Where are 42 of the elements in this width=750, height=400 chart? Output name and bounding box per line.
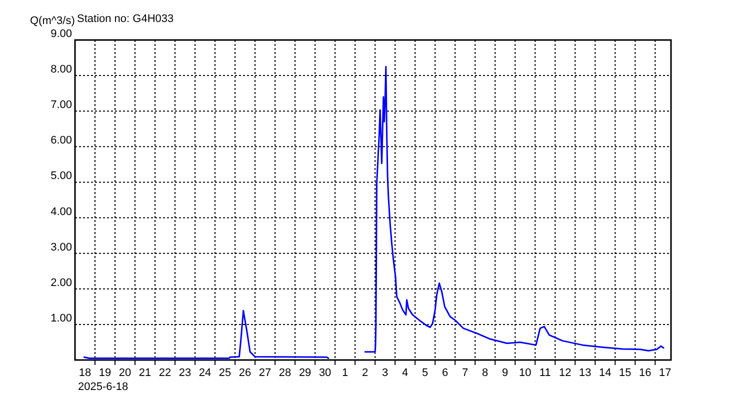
- y-tick-label: 5.00: [50, 170, 72, 182]
- x-tick-label: 11: [539, 367, 551, 379]
- x-tick-label: 1: [342, 367, 348, 379]
- x-tick-label: 17: [659, 367, 672, 379]
- x-tick-label: 2: [362, 367, 368, 379]
- x-tick-label: 24: [198, 367, 212, 379]
- x-tick-label: 26: [238, 367, 252, 379]
- x-tick-label: 12: [559, 367, 572, 379]
- x-tick-label: 20: [118, 367, 132, 379]
- x-tick-label: 30: [318, 367, 332, 379]
- x-tick-label: 16: [639, 367, 652, 379]
- x-tick-label: 4: [402, 367, 408, 379]
- x-tick-label: 7: [462, 367, 468, 379]
- x-tick-label: 18: [78, 367, 92, 379]
- x-tick-label: 19: [98, 367, 112, 379]
- x-tick-label: 27: [258, 367, 272, 379]
- y-tick-label: 1.00: [50, 312, 72, 324]
- x-tick-label: 21: [138, 367, 152, 379]
- x-tick-label: 6: [442, 367, 448, 379]
- x-tick-label: 25: [218, 367, 232, 379]
- y-tick-label: 4.00: [50, 206, 72, 218]
- x-tick-label: 10: [519, 367, 532, 379]
- text: 2025-6-18: [78, 381, 128, 393]
- y-tick-label: 9.00: [50, 28, 72, 40]
- x-tick-label: 9: [502, 367, 508, 379]
- y-tick-label: 2.00: [50, 276, 72, 289]
- x-tick-label: 28: [278, 367, 292, 379]
- x-tick-label: 29: [298, 367, 312, 379]
- x-tick-label: 23: [178, 367, 192, 379]
- x-tick-label: 14: [599, 367, 612, 379]
- y-axis-title: Q(m^3/s): [30, 15, 75, 27]
- y-tick-label: 7.00: [50, 99, 72, 112]
- x-tick-label: 3: [382, 367, 388, 379]
- x-tick-label: 22: [158, 367, 172, 379]
- chart-title: Station no: G4H033: [77, 13, 174, 25]
- x-tick-label: 5: [422, 367, 428, 379]
- x-tick-label: 13: [579, 367, 592, 379]
- y-tick-label: 6.00: [50, 134, 72, 147]
- y-tick-label: 3.00: [50, 241, 72, 254]
- x-tick-label: 15: [619, 367, 632, 379]
- x-tick-label: 8: [482, 367, 488, 379]
- y-tick-label: 8.00: [50, 64, 72, 76]
